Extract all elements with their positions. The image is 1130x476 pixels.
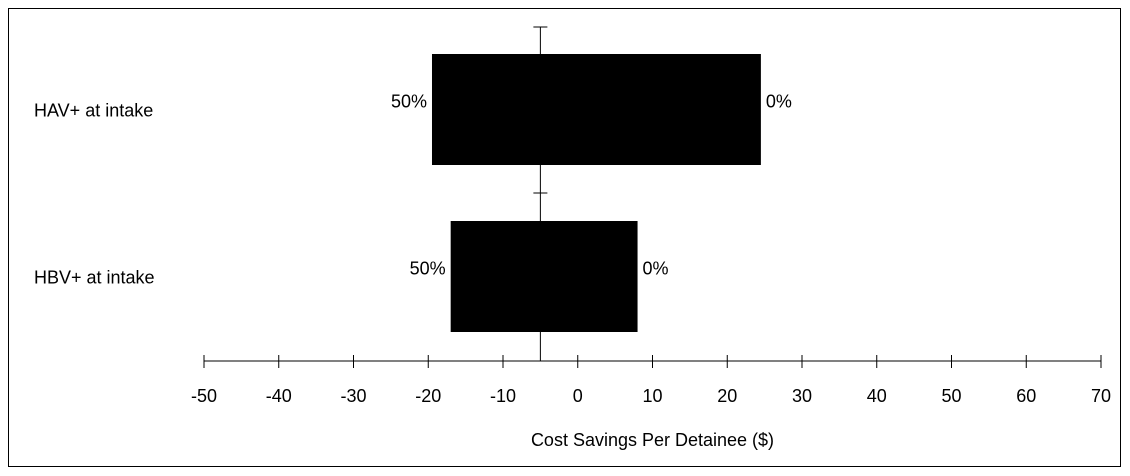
x-tick-label: -10 bbox=[490, 386, 516, 406]
bars bbox=[431, 54, 761, 332]
x-tick-label: -30 bbox=[340, 386, 366, 406]
x-tick-label: -20 bbox=[415, 386, 441, 406]
low-value-label: 50% bbox=[391, 92, 427, 112]
tornado-bar bbox=[431, 54, 761, 165]
x-tick-label: 70 bbox=[1091, 386, 1111, 406]
category-label: HBV+ at intake bbox=[34, 268, 155, 288]
labels: HAV+ at intake 50% 0% HBV+ at intake 50% 0% bbox=[34, 92, 792, 288]
tornado-bar bbox=[450, 221, 638, 332]
x-tick-label: 60 bbox=[1016, 386, 1036, 406]
x-tick-label: -40 bbox=[266, 386, 292, 406]
x-axis-ticks: -50 -40 -30 -20 -10 0 10 20 30 40 50 60 70 bbox=[191, 26, 1111, 406]
low-value-label: 50% bbox=[410, 259, 446, 279]
x-tick-label: -50 bbox=[191, 386, 217, 406]
x-tick-label: 20 bbox=[717, 386, 737, 406]
x-tick-label: 50 bbox=[941, 386, 961, 406]
x-tick-label: 30 bbox=[792, 386, 812, 406]
category-label: HAV+ at intake bbox=[34, 101, 153, 121]
x-axis-title: Cost Savings Per Detainee ($) bbox=[531, 430, 774, 450]
x-tick-label: 0 bbox=[573, 386, 583, 406]
x-tick-label: 40 bbox=[867, 386, 887, 406]
high-value-label: 0% bbox=[766, 92, 792, 112]
high-value-label: 0% bbox=[643, 259, 669, 279]
x-tick-label: 10 bbox=[642, 386, 662, 406]
